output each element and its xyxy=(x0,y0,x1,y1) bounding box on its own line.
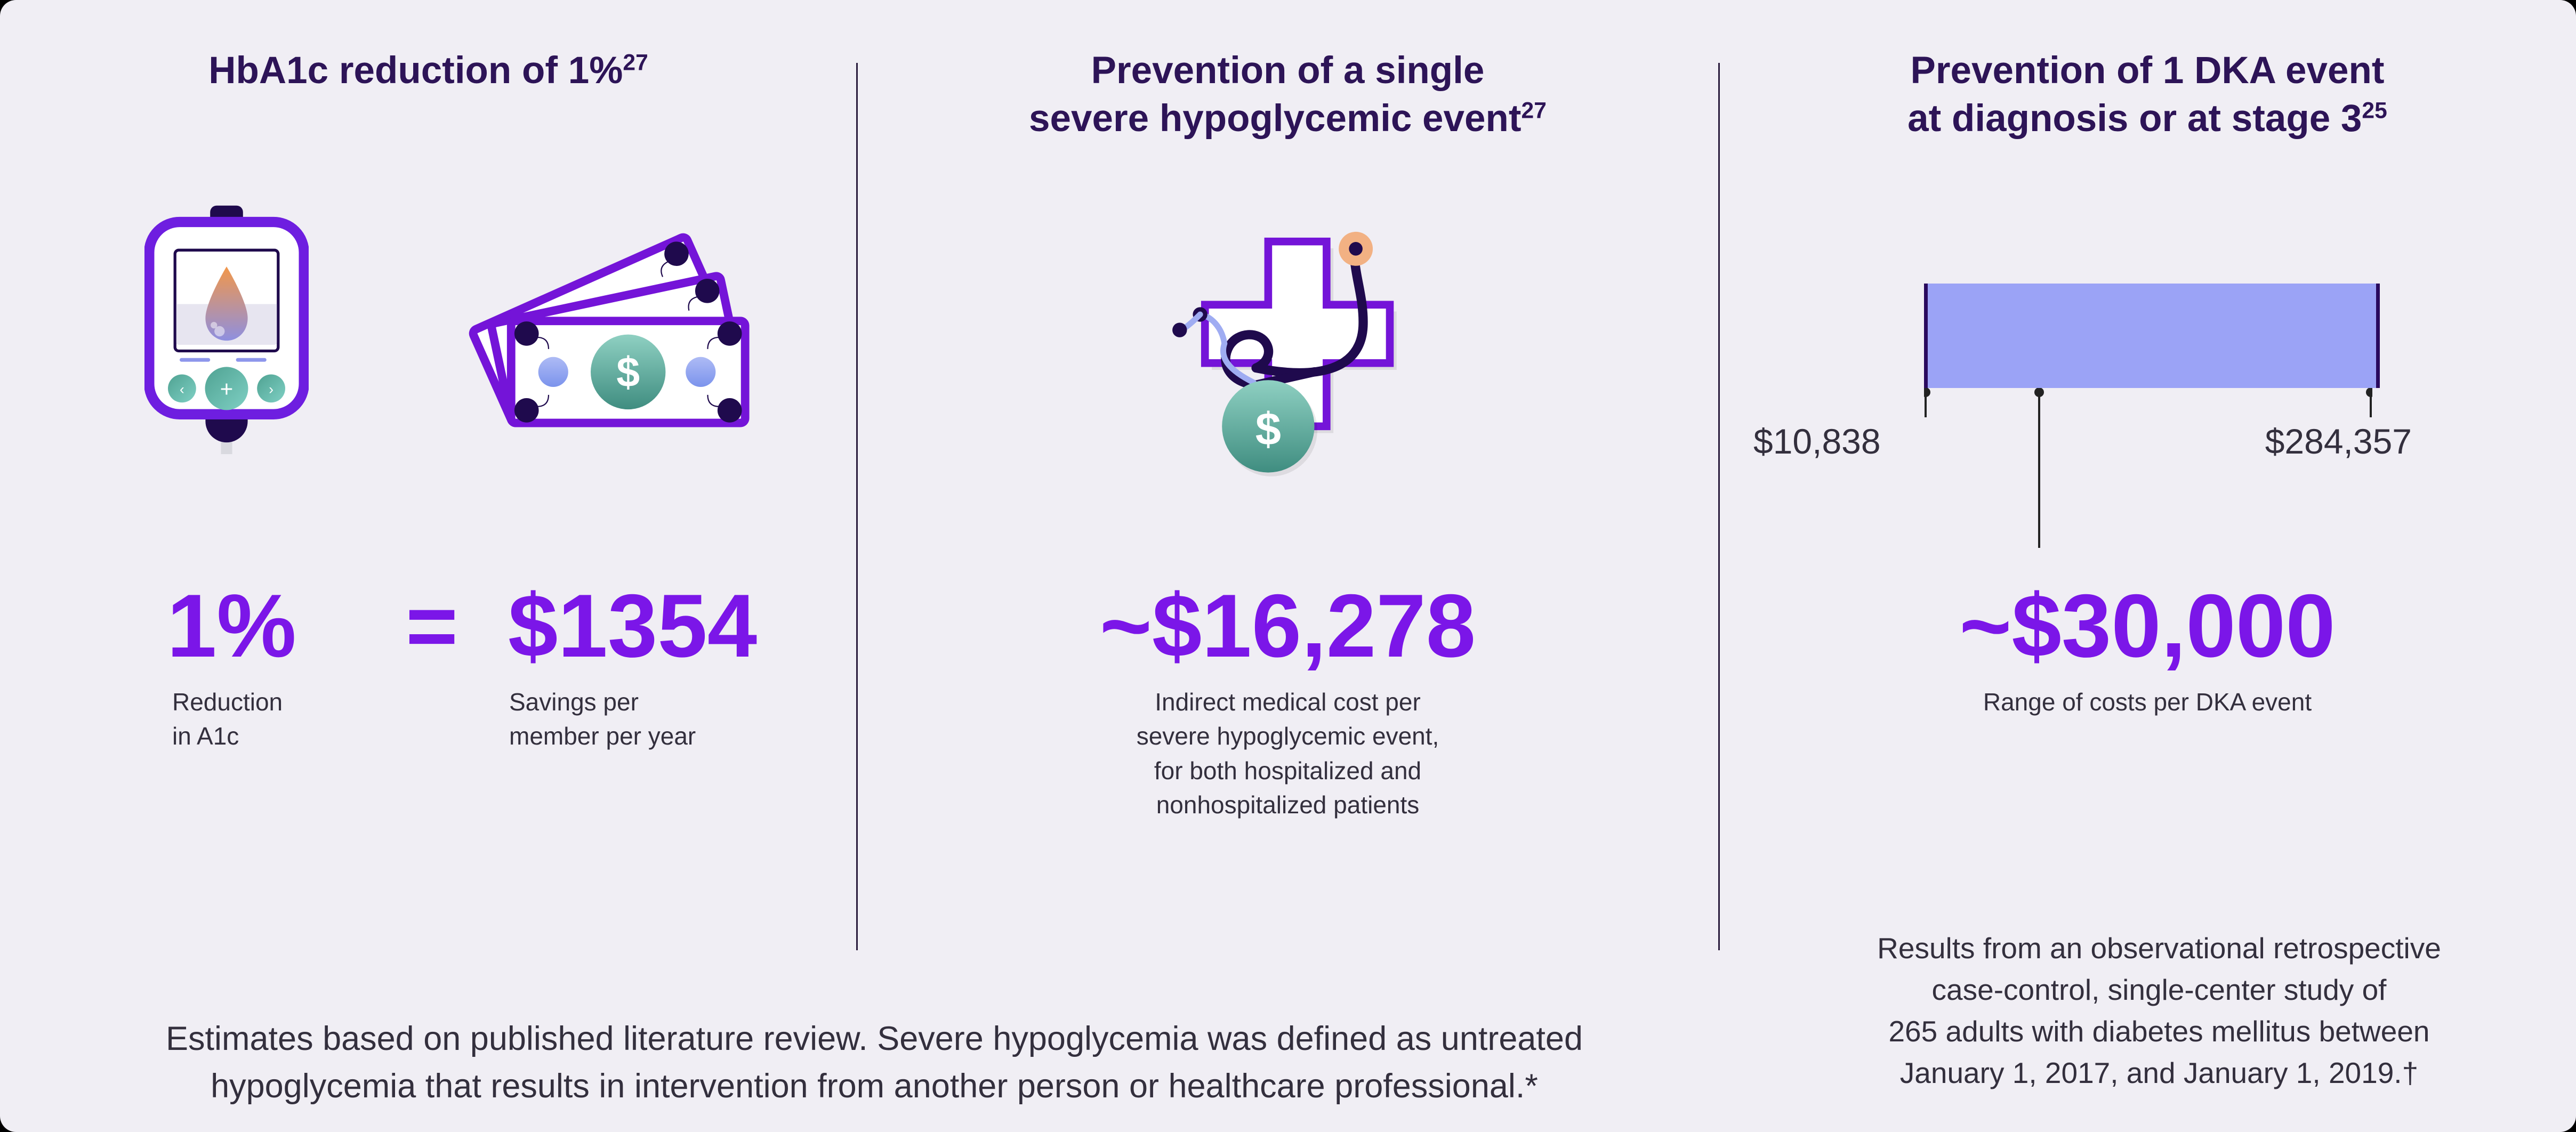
svg-text:›: › xyxy=(269,381,273,397)
svg-text:$: $ xyxy=(1255,404,1281,455)
svg-text:‹: ‹ xyxy=(180,381,184,397)
svg-text:$: $ xyxy=(616,348,640,395)
svg-text:+: + xyxy=(220,377,234,402)
